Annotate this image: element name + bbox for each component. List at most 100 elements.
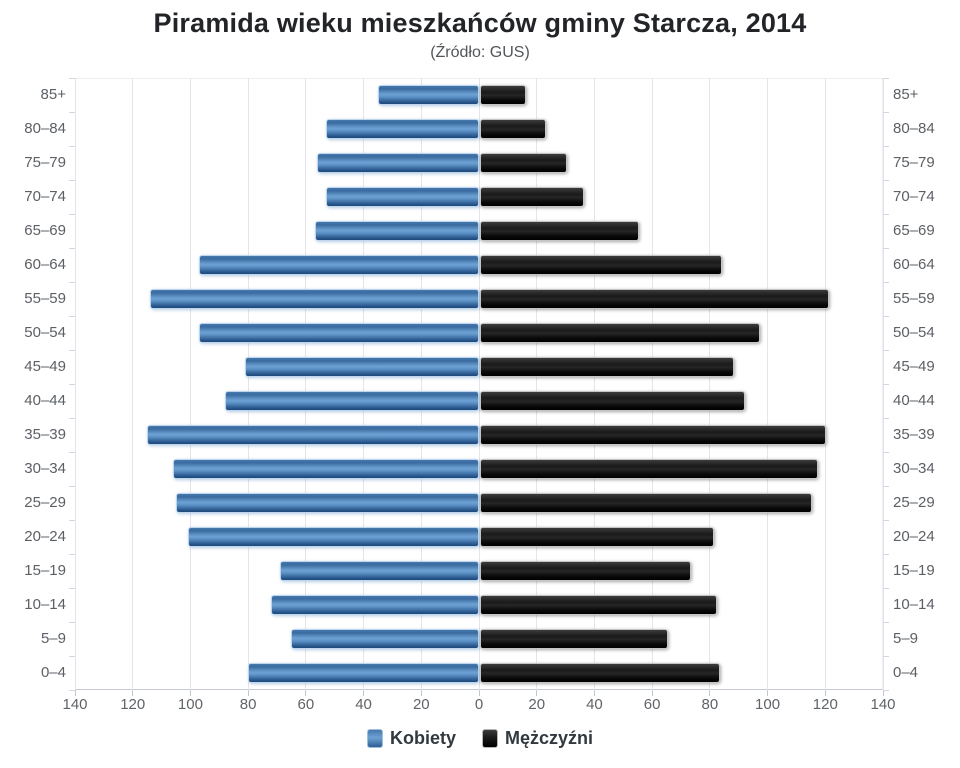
bar-kobiety-5–9[interactable] <box>291 629 479 649</box>
age-label-left: 15–19 <box>24 562 66 579</box>
x-axis-tick <box>478 690 480 696</box>
age-label-left: 30–34 <box>24 460 66 477</box>
bar-mezczyzni-65–69[interactable] <box>480 221 639 241</box>
bar-kobiety-10–14[interactable] <box>271 595 479 615</box>
bar-mezczyzni-45–49[interactable] <box>480 357 734 377</box>
bar-mezczyzni-70–74[interactable] <box>480 187 584 207</box>
x-axis-tick <box>74 690 76 696</box>
x-axis-tick <box>363 690 365 696</box>
bar-kobiety-65–69[interactable] <box>314 221 479 241</box>
age-label-right: 50–54 <box>893 324 935 341</box>
age-label-left: 55–59 <box>24 290 66 307</box>
y-axis-tick <box>69 519 75 521</box>
x-axis-tick <box>189 690 191 696</box>
bar-mezczyzni-15–19[interactable] <box>480 561 691 581</box>
bar-kobiety-30–34[interactable] <box>173 459 479 479</box>
y-axis-tick <box>883 655 889 657</box>
gridline <box>363 78 365 690</box>
gridline <box>824 78 826 690</box>
bar-kobiety-80–84[interactable] <box>326 119 479 139</box>
bar-kobiety-70–74[interactable] <box>326 187 479 207</box>
bar-mezczyzni-75–79[interactable] <box>480 153 567 173</box>
age-label-left: 5–9 <box>40 630 66 647</box>
y-axis-tick <box>883 383 889 385</box>
y-axis-tick <box>69 621 75 623</box>
chart-title: Piramida wieku mieszkańców gminy Starcza… <box>153 8 807 38</box>
bar-mezczyzni-80–84[interactable] <box>480 119 547 139</box>
gridline <box>189 78 191 690</box>
bar-mezczyzni-55–59[interactable] <box>480 289 830 309</box>
x-axis-tick <box>767 690 769 696</box>
age-label-right: 70–74 <box>893 188 935 205</box>
age-label-left: 75–79 <box>24 154 66 171</box>
x-axis-label: 100 <box>177 696 203 713</box>
bar-kobiety-45–49[interactable] <box>245 357 479 377</box>
x-axis-tick <box>709 690 711 696</box>
x-axis-label: 140 <box>62 696 88 713</box>
y-axis-tick <box>883 281 889 283</box>
age-label-right: 45–49 <box>893 358 935 375</box>
kobiety-swatch-icon <box>366 728 383 748</box>
age-label-left: 35–39 <box>24 426 66 443</box>
bar-mezczyzni-25–29[interactable] <box>480 493 812 513</box>
y-axis-tick <box>69 553 75 555</box>
gridline <box>132 78 134 690</box>
y-axis-tick <box>69 315 75 317</box>
y-axis-tick <box>883 349 889 351</box>
bar-kobiety-55–59[interactable] <box>150 289 479 309</box>
legend-item-mezczyzni[interactable]: Mężczyźni <box>481 728 593 749</box>
bar-kobiety-75–79[interactable] <box>317 153 479 173</box>
bar-mezczyzni-5–9[interactable] <box>480 629 668 649</box>
gridline <box>247 78 249 690</box>
age-label-left: 80–84 <box>24 120 66 137</box>
y-axis-tick <box>69 349 75 351</box>
bar-kobiety-60–64[interactable] <box>199 255 479 275</box>
y-axis-tick <box>883 111 889 113</box>
x-axis-tick <box>247 690 249 696</box>
gridline <box>536 78 538 690</box>
gridline <box>709 78 711 690</box>
x-axis-label: 140 <box>870 696 896 713</box>
legend-label-kobiety: Kobiety <box>389 727 456 748</box>
x-axis-tick <box>132 690 134 696</box>
bar-mezczyzni-40–44[interactable] <box>480 391 746 411</box>
bar-mezczyzni-10–14[interactable] <box>480 595 717 615</box>
x-axis-tick <box>593 690 595 696</box>
bar-mezczyzni-30–34[interactable] <box>480 459 818 479</box>
x-axis-label: 60 <box>297 696 315 713</box>
y-axis-tick <box>883 77 889 79</box>
bar-kobiety-35–39[interactable] <box>147 425 479 445</box>
x-axis-label: 100 <box>755 696 781 713</box>
bar-kobiety-85+[interactable] <box>378 85 479 105</box>
bar-kobiety-50–54[interactable] <box>199 323 479 343</box>
x-axis-label: 80 <box>239 696 257 713</box>
y-axis-tick <box>69 417 75 419</box>
legend-item-kobiety[interactable]: Kobiety <box>366 727 456 749</box>
age-label-left: 20–24 <box>24 528 66 545</box>
x-axis-label: 120 <box>120 696 146 713</box>
y-axis-tick <box>69 485 75 487</box>
bar-kobiety-25–29[interactable] <box>176 493 479 513</box>
y-axis-tick <box>883 213 889 215</box>
bar-kobiety-20–24[interactable] <box>187 527 479 547</box>
bar-mezczyzni-85+[interactable] <box>480 85 527 105</box>
bar-mezczyzni-50–54[interactable] <box>480 323 760 343</box>
gridline <box>478 78 480 690</box>
bar-mezczyzni-20–24[interactable] <box>480 527 714 547</box>
y-axis-tick <box>883 519 889 521</box>
bar-mezczyzni-60–64[interactable] <box>480 255 723 275</box>
age-label-left: 40–44 <box>24 392 66 409</box>
x-axis-label: 0 <box>474 696 484 713</box>
gridline <box>74 78 76 690</box>
bar-mezczyzni-0–4[interactable] <box>480 663 720 683</box>
y-axis-tick <box>883 315 889 317</box>
x-axis-tick <box>536 690 538 696</box>
bar-mezczyzni-35–39[interactable] <box>480 425 827 445</box>
y-axis-tick <box>69 655 75 657</box>
bar-kobiety-15–19[interactable] <box>279 561 479 581</box>
bar-kobiety-0–4[interactable] <box>248 663 479 683</box>
y-axis-tick <box>69 689 75 691</box>
x-axis-label: 80 <box>701 696 719 713</box>
age-label-right: 60–64 <box>893 256 935 273</box>
bar-kobiety-40–44[interactable] <box>225 391 479 411</box>
